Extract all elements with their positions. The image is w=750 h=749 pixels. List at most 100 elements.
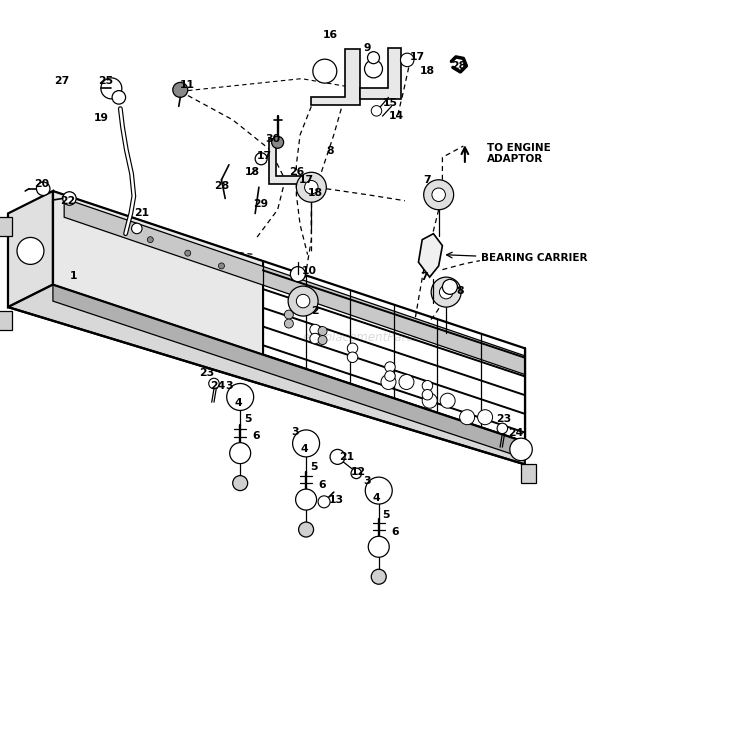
Text: 23: 23: [496, 414, 512, 425]
Text: 26: 26: [289, 167, 304, 178]
Polygon shape: [53, 191, 262, 354]
Circle shape: [510, 438, 532, 461]
Circle shape: [63, 192, 76, 205]
Text: 3: 3: [225, 380, 232, 391]
Text: 8: 8: [326, 146, 334, 157]
Circle shape: [172, 82, 188, 97]
Text: 6: 6: [253, 431, 260, 441]
Circle shape: [310, 324, 320, 335]
Circle shape: [460, 410, 475, 425]
Circle shape: [347, 343, 358, 354]
Circle shape: [318, 336, 327, 345]
Circle shape: [290, 267, 305, 282]
Text: 10: 10: [302, 266, 316, 276]
Text: 25: 25: [98, 76, 113, 86]
Circle shape: [318, 327, 327, 336]
Text: 17: 17: [298, 175, 314, 185]
Circle shape: [351, 468, 361, 479]
Text: 19: 19: [94, 113, 109, 124]
Circle shape: [292, 430, 320, 457]
Polygon shape: [53, 285, 525, 458]
Text: 7: 7: [424, 175, 431, 185]
Circle shape: [226, 383, 254, 410]
Text: 17: 17: [410, 52, 424, 62]
Circle shape: [284, 319, 293, 328]
Circle shape: [368, 52, 380, 64]
Polygon shape: [64, 198, 525, 374]
Circle shape: [432, 188, 445, 201]
Circle shape: [17, 237, 44, 264]
Text: 29: 29: [254, 198, 268, 209]
Circle shape: [296, 489, 316, 510]
Circle shape: [368, 536, 389, 557]
Circle shape: [218, 263, 224, 269]
Text: 1: 1: [70, 270, 78, 281]
Text: 5: 5: [244, 414, 251, 425]
Text: 8: 8: [456, 285, 464, 296]
Circle shape: [184, 250, 190, 256]
Text: 5: 5: [382, 509, 389, 520]
Polygon shape: [311, 49, 360, 105]
Circle shape: [37, 182, 50, 195]
Circle shape: [431, 277, 461, 307]
Text: 15: 15: [382, 98, 398, 109]
Polygon shape: [8, 191, 53, 307]
Text: 4: 4: [373, 493, 380, 503]
Polygon shape: [419, 234, 442, 277]
Text: 28: 28: [452, 61, 466, 71]
Circle shape: [422, 393, 437, 408]
Circle shape: [100, 78, 122, 99]
Circle shape: [313, 59, 337, 83]
Circle shape: [255, 153, 267, 165]
Text: 6: 6: [319, 479, 326, 490]
Text: 12: 12: [351, 467, 366, 477]
Text: 18: 18: [244, 167, 260, 178]
Circle shape: [381, 374, 396, 389]
Circle shape: [400, 53, 414, 67]
Circle shape: [347, 352, 358, 363]
Text: 16: 16: [322, 30, 338, 40]
Circle shape: [422, 389, 433, 400]
Circle shape: [112, 91, 125, 104]
Polygon shape: [360, 48, 401, 99]
Text: BEARING CARRIER: BEARING CARRIER: [446, 252, 588, 264]
Circle shape: [442, 279, 458, 294]
Circle shape: [230, 443, 251, 464]
Circle shape: [318, 496, 330, 508]
Text: 28: 28: [214, 181, 229, 191]
Text: 4: 4: [235, 398, 242, 408]
Circle shape: [298, 522, 314, 537]
Text: 21: 21: [134, 208, 148, 219]
Circle shape: [478, 410, 493, 425]
Text: 2: 2: [311, 306, 319, 316]
Text: 11: 11: [180, 79, 195, 90]
Circle shape: [330, 449, 345, 464]
Circle shape: [304, 181, 318, 194]
Text: TO ENGINE
ADAPTOR: TO ENGINE ADAPTOR: [488, 143, 551, 164]
Text: 7: 7: [420, 272, 428, 282]
Circle shape: [422, 380, 433, 391]
Circle shape: [310, 333, 320, 344]
Circle shape: [440, 393, 455, 408]
Text: 9: 9: [364, 43, 371, 53]
Circle shape: [288, 286, 318, 316]
Circle shape: [272, 136, 284, 148]
Text: 24: 24: [210, 381, 225, 392]
Text: 3: 3: [364, 476, 371, 486]
Text: 23: 23: [199, 368, 214, 378]
Text: 6: 6: [392, 527, 399, 537]
Circle shape: [296, 294, 310, 308]
Circle shape: [296, 172, 326, 202]
Circle shape: [399, 374, 414, 389]
Text: 30: 30: [265, 134, 280, 145]
Text: 27: 27: [54, 76, 70, 86]
Text: 5: 5: [310, 462, 317, 473]
Circle shape: [209, 378, 219, 389]
Circle shape: [371, 569, 386, 584]
Circle shape: [147, 237, 153, 243]
Polygon shape: [0, 311, 12, 330]
Text: 20: 20: [34, 179, 50, 189]
Circle shape: [371, 106, 382, 116]
Text: 17: 17: [256, 151, 272, 161]
Circle shape: [440, 285, 453, 299]
